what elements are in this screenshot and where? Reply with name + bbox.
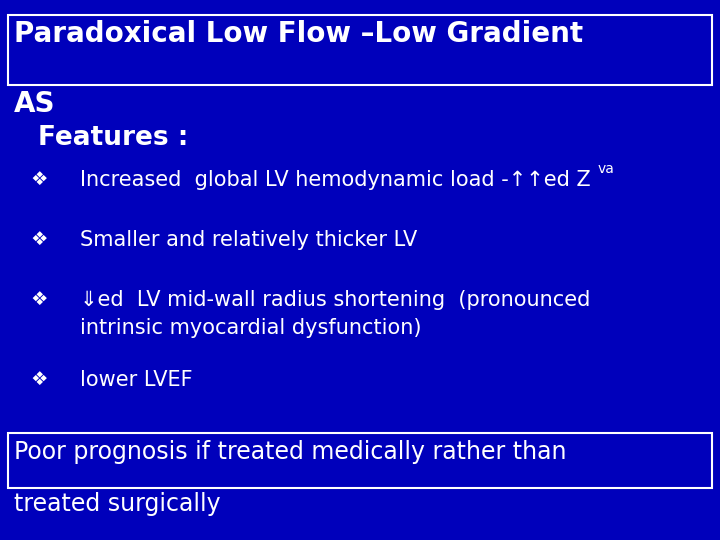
Text: ❖: ❖ (30, 290, 48, 309)
Text: ❖: ❖ (30, 370, 48, 389)
Text: ⇓ed  LV mid-wall radius shortening  (pronounced: ⇓ed LV mid-wall radius shortening (prono… (80, 290, 590, 310)
Text: va: va (598, 162, 615, 176)
Text: Poor prognosis if treated medically rather than: Poor prognosis if treated medically rath… (14, 440, 567, 464)
Text: Increased  global LV hemodynamic load -↑↑ed Z: Increased global LV hemodynamic load -↑↑… (80, 170, 590, 190)
FancyBboxPatch shape (8, 15, 712, 85)
Text: ❖: ❖ (30, 170, 48, 189)
Text: Paradoxical Low Flow –Low Gradient: Paradoxical Low Flow –Low Gradient (14, 20, 583, 48)
Text: AS: AS (14, 90, 55, 118)
FancyBboxPatch shape (8, 433, 712, 488)
Text: ❖: ❖ (30, 230, 48, 249)
Text: intrinsic myocardial dysfunction): intrinsic myocardial dysfunction) (80, 318, 421, 338)
Text: Smaller and relatively thicker LV: Smaller and relatively thicker LV (80, 230, 418, 250)
Text: treated surgically: treated surgically (14, 492, 220, 516)
Text: Features :: Features : (38, 125, 189, 151)
Text: lower LVEF: lower LVEF (80, 370, 193, 390)
